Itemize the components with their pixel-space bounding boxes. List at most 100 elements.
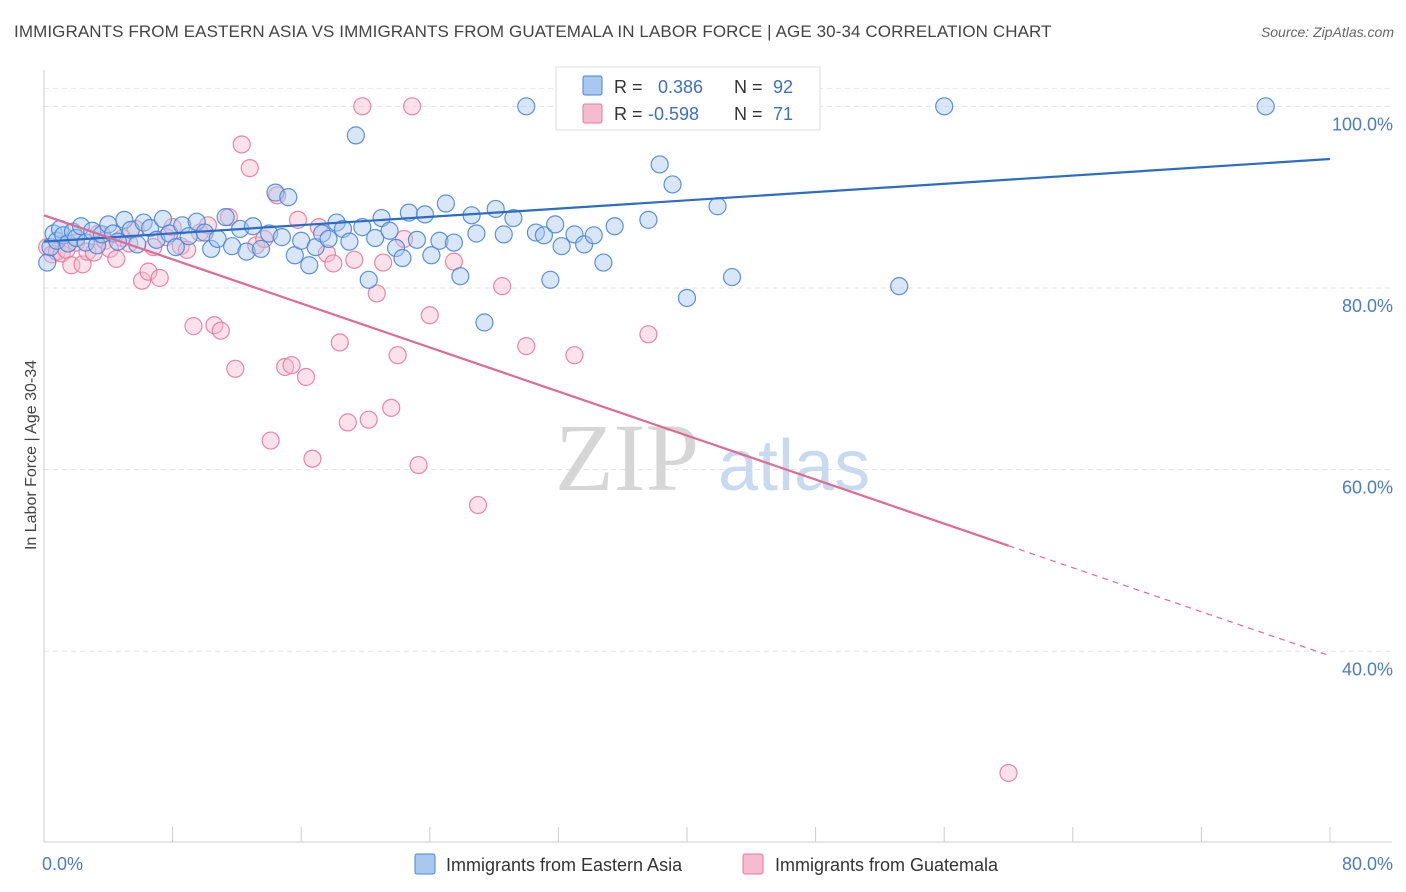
eastern-asia-point-78 xyxy=(552,237,571,256)
guatemala-point-42 xyxy=(303,449,322,468)
eastern-asia-point-25 xyxy=(166,238,185,257)
eastern-asia-point-51 xyxy=(346,126,365,145)
guatemala-point-54 xyxy=(388,346,407,365)
series-swatch-blue xyxy=(414,853,436,875)
eastern-asia-point-92 xyxy=(935,97,954,116)
guatemala-point-46 xyxy=(330,333,349,352)
legend-r-label-pink: R = xyxy=(614,104,643,124)
y-tick-label-1: 80.0% xyxy=(1342,296,1393,316)
eastern-asia-point-90 xyxy=(722,267,742,287)
chart-title: IMMIGRANTS FROM EASTERN ASIA VS IMMIGRAN… xyxy=(14,22,1052,41)
guatemala-point-29 xyxy=(211,321,230,340)
guatemala-point-51 xyxy=(367,284,386,303)
eastern-asia-point-41 xyxy=(279,188,298,207)
eastern-asia-point-54 xyxy=(366,228,385,248)
eastern-asia-point-65 xyxy=(444,233,464,252)
guatemala-point-8 xyxy=(78,242,97,261)
guatemala-point-45 xyxy=(324,254,343,273)
eastern-asia-point-69 xyxy=(475,313,494,332)
axes xyxy=(43,70,1392,843)
y-tick-label-0: 100.0% xyxy=(1332,114,1393,134)
eastern-asia-point-79 xyxy=(565,225,584,244)
guatemala-point-39 xyxy=(282,356,301,375)
guatemala-trend-line xyxy=(43,214,1009,547)
eastern-asia-point-73 xyxy=(517,97,536,116)
legend-r-value-blue: 0.386 xyxy=(658,77,703,97)
x-tick-label-1: 80.0% xyxy=(1342,854,1393,874)
eastern-asia-point-0 xyxy=(38,253,57,272)
eastern-asia-point-30 xyxy=(202,239,221,259)
guatemala-points xyxy=(38,97,1018,783)
guatemala-point-65 xyxy=(999,763,1018,783)
eastern-asia-point-32 xyxy=(216,208,235,227)
eastern-asia-point-60 xyxy=(407,230,427,249)
guatemala-point-63 xyxy=(565,346,584,365)
eastern-asia-point-61 xyxy=(415,205,435,224)
eastern-asia-point-56 xyxy=(380,221,399,240)
eastern-asia-point-66 xyxy=(451,267,470,286)
guatemala-point-48 xyxy=(345,250,364,269)
eastern-asia-points xyxy=(38,97,1275,332)
eastern-asia-point-47 xyxy=(319,229,338,249)
legend-swatch-pink xyxy=(582,103,603,124)
eastern-asia-point-71 xyxy=(494,225,513,244)
guatemala-point-25 xyxy=(184,317,203,336)
guatemala-point-56 xyxy=(403,97,422,116)
eastern-asia-point-58 xyxy=(393,248,412,268)
guatemala-point-57 xyxy=(409,455,428,475)
guatemala-point-18 xyxy=(139,262,158,281)
eastern-asia-point-12 xyxy=(87,236,107,255)
eastern-asia-point-75 xyxy=(534,226,554,245)
y-axis-label: In Labor Force | Age 30-34 xyxy=(23,360,40,550)
eastern-asia-point-40 xyxy=(272,228,292,247)
y-tick-label-2: 60.0% xyxy=(1342,478,1393,498)
watermark: ZIP atlas xyxy=(555,404,870,511)
eastern-asia-point-68 xyxy=(467,224,486,243)
guatemala-point-41 xyxy=(296,367,316,387)
eastern-asia-point-82 xyxy=(594,253,613,272)
eastern-asia-point-81 xyxy=(584,226,603,245)
source-label: Source: ZipAtlas.com xyxy=(1260,24,1394,40)
guatemala-point-32 xyxy=(232,135,251,154)
eastern-asia-point-87 xyxy=(677,288,697,308)
eastern-asia-point-17 xyxy=(115,210,134,229)
guatemala-point-58 xyxy=(420,306,439,325)
series-label-blue: Immigrants from Eastern Asia xyxy=(446,855,683,875)
series-legend: Immigrants from Eastern Asia Immigrants … xyxy=(414,853,999,875)
eastern-asia-point-64 xyxy=(436,194,455,213)
eastern-asia-point-70 xyxy=(486,199,505,219)
guatemala-point-20 xyxy=(150,268,169,288)
guatemala-point-47 xyxy=(338,413,357,432)
eastern-asia-point-57 xyxy=(386,238,406,258)
eastern-asia-point-80 xyxy=(575,235,594,254)
guatemala-point-49 xyxy=(353,97,372,116)
eastern-asia-point-85 xyxy=(650,155,669,174)
series-label-pink: Immigrants from Guatemala xyxy=(775,855,999,875)
trend-lines xyxy=(43,157,1331,657)
guatemala-point-35 xyxy=(255,229,274,249)
legend-r-label-blue: R = xyxy=(614,77,643,97)
guatemala-point-64 xyxy=(639,325,658,344)
eastern-asia-point-84 xyxy=(639,210,658,229)
eastern-asia-point-21 xyxy=(140,218,160,238)
eastern-asia-point-53 xyxy=(359,270,378,289)
eastern-asia-point-91 xyxy=(890,277,909,296)
guatemala-point-24 xyxy=(177,240,197,259)
legend-r-value-pink: -0.598 xyxy=(648,104,699,124)
eastern-asia-point-37 xyxy=(251,239,271,259)
eastern-asia-trend-line xyxy=(43,157,1331,243)
eastern-asia-point-72 xyxy=(504,208,523,228)
eastern-asia-point-76 xyxy=(541,270,560,289)
eastern-asia-point-63 xyxy=(430,231,449,250)
x-tick-label-0: 0.0% xyxy=(42,854,83,874)
eastern-asia-point-44 xyxy=(300,256,319,275)
guatemala-point-37 xyxy=(267,186,287,205)
eastern-asia-point-50 xyxy=(340,232,359,251)
series-swatch-pink xyxy=(742,853,764,875)
eastern-asia-point-35 xyxy=(237,242,256,261)
guatemala-trend-line-dashed xyxy=(1008,545,1331,657)
eastern-asia-point-52 xyxy=(353,218,372,237)
correlation-legend: R = 0.386 N = 92 R = -0.598 N = 71 xyxy=(555,66,821,131)
eastern-asia-point-62 xyxy=(422,246,441,265)
